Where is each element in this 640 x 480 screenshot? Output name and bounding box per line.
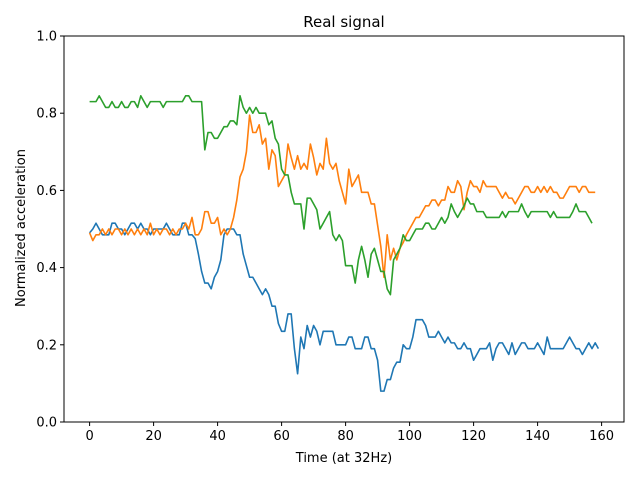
x-tick-label: 20 — [145, 429, 162, 444]
series-line-3 — [89, 95, 593, 296]
x-tick-label: 100 — [397, 429, 422, 444]
x-axis-label: Time (at 32Hz) — [295, 451, 392, 466]
y-tick-label: 1.0 — [36, 30, 57, 45]
y-tick-label: 0.4 — [36, 261, 57, 276]
y-tick-label: 0.6 — [36, 184, 57, 199]
x-tick-label: 40 — [209, 429, 226, 444]
x-tick-label: 60 — [273, 429, 290, 444]
series-line-1 — [88, 222, 600, 392]
x-tick-label: 120 — [461, 429, 486, 444]
axes-layer — [63, 35, 625, 423]
y-tick-label: 0.0 — [36, 416, 57, 431]
ticks-layer: 0 20 40 60 80 100 120 140 160 0.0 0.2 0.4 0.6 0.8 1.0 — [36, 30, 614, 445]
y-axis-label: Normalized acceleration — [14, 149, 29, 307]
series-layer — [88, 95, 600, 392]
x-tick-label: 140 — [525, 429, 550, 444]
y-tick-label: 0.8 — [36, 107, 57, 122]
chart-title: Real signal — [303, 13, 384, 31]
x-tick-label: 80 — [337, 429, 354, 444]
x-tick-label: 0 — [85, 429, 93, 444]
y-tick-label: 0.2 — [36, 338, 57, 353]
plot-frame — [63, 35, 625, 423]
series-line-2 — [88, 114, 596, 279]
x-tick-label: 160 — [589, 429, 614, 444]
